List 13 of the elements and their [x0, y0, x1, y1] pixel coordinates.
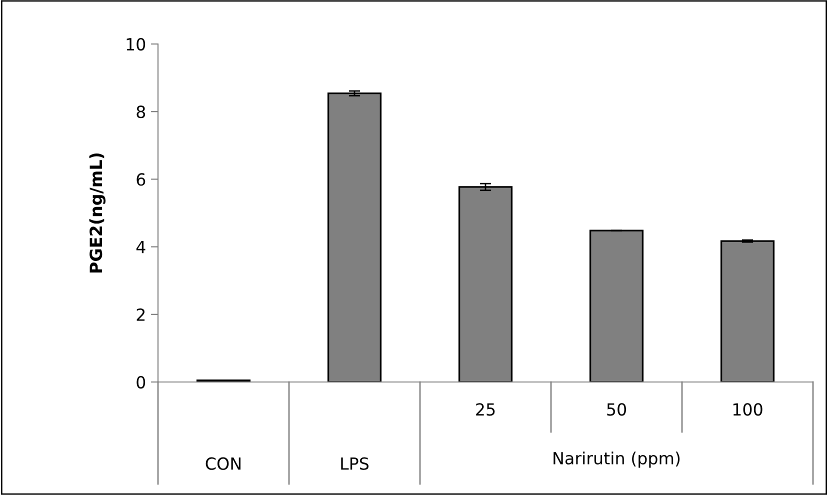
x-tick-label: 25	[476, 403, 495, 416]
x-tick-label: 100	[733, 403, 762, 416]
x-tick-label: 50	[607, 403, 626, 416]
x-tick-label: CON	[206, 457, 240, 470]
x-tick-label: LPS	[341, 457, 369, 470]
y-tick-label: 4	[136, 240, 146, 254]
y-axis-title: PGE2(ng/mL)	[89, 153, 106, 272]
y-tick-label: 8	[136, 106, 146, 118]
y-tick-label: 6	[136, 173, 146, 186]
y-tick-label: 2	[136, 308, 145, 321]
y-tick-label: 10	[126, 38, 146, 51]
y-tick-label: 0	[136, 376, 146, 389]
text: Narirutin (ppm)	[554, 452, 680, 468]
